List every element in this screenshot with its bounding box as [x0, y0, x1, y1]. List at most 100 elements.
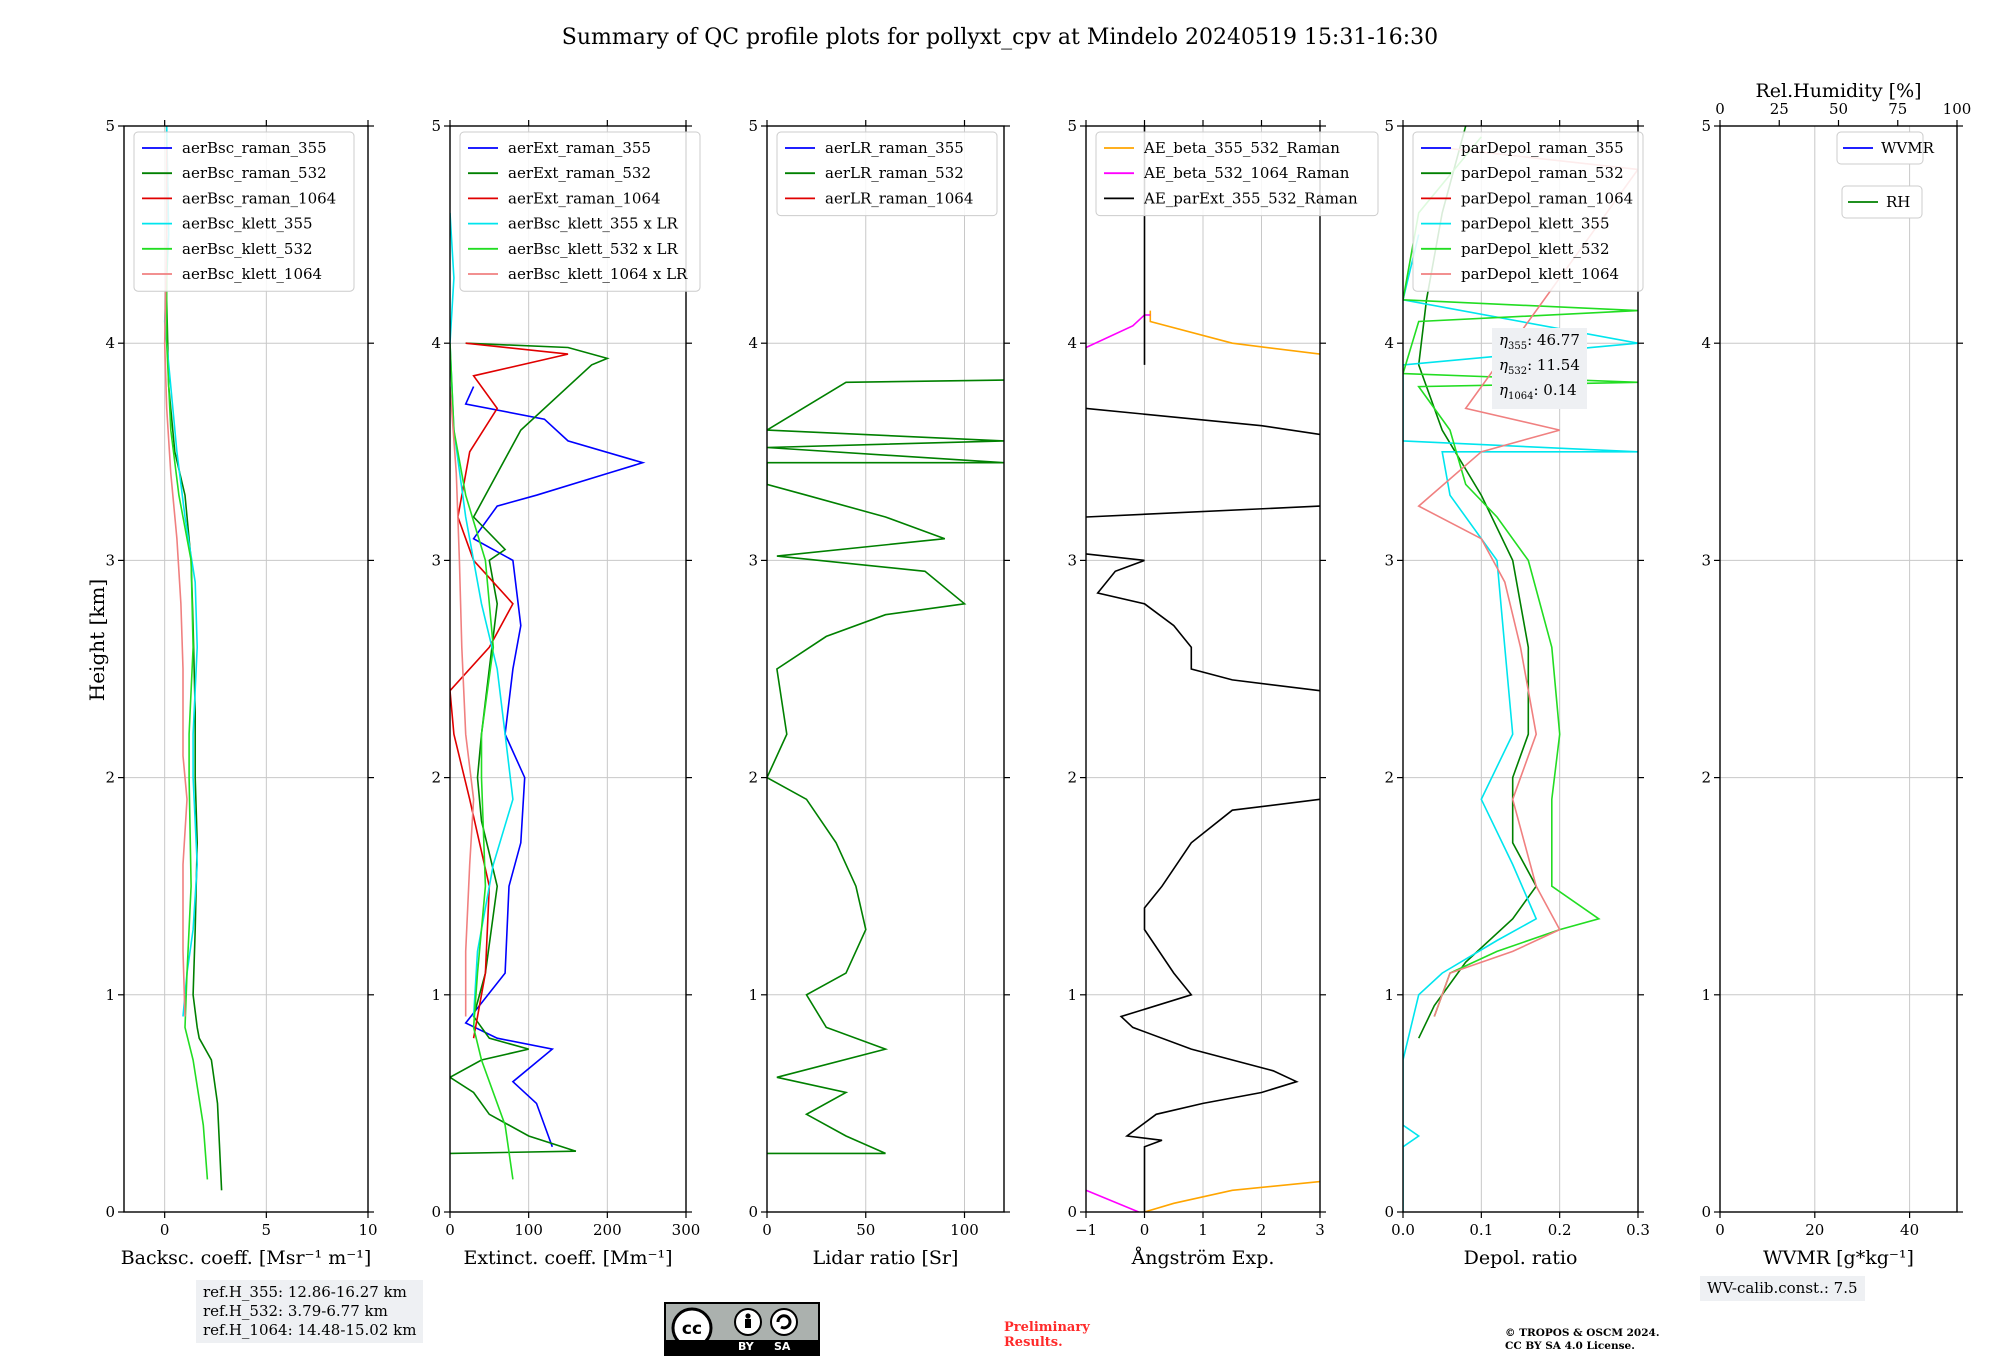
x-tick-label: 0.3: [1626, 1221, 1650, 1239]
y-tick-label: 4: [105, 334, 115, 352]
legend-label: aerBsc_klett_532 x LR: [508, 240, 679, 258]
legend-label: parDepol_klett_532: [1461, 240, 1610, 258]
series-aerBsc_klett_532 x LR: [450, 343, 514, 1180]
series-parDepol_klett_1064: [1417, 146, 1638, 1017]
legend-label: aerBsc_klett_1064 x LR: [508, 265, 688, 283]
x-tick-label: 100: [950, 1221, 979, 1239]
axes-frame: [1719, 125, 1958, 1213]
y-tick-label: 3: [431, 551, 441, 569]
legend: WVMR RH: [1836, 131, 1935, 219]
y-tick-label: 4: [1701, 334, 1711, 352]
series-aerBsc_klett_532: [165, 147, 209, 1180]
x-axis-label: Backsc. coeff. [Msr⁻¹ m⁻¹]: [121, 1247, 372, 1269]
y-tick-label: 2: [1067, 769, 1077, 787]
legend-label: aerExt_raman_355: [508, 139, 651, 157]
x-tick-label: 0.1: [1469, 1221, 1493, 1239]
y-tick-label: 2: [748, 769, 758, 787]
series-aerExt_raman_355: [464, 386, 646, 1148]
legend: aerLR_raman_355 aerLR_raman_532 aerLR_rama…: [776, 131, 998, 217]
series-group: [450, 212, 646, 1180]
refh-355: ref.H_355: 12.86-16.27 km: [203, 1283, 407, 1301]
y-tick-label: 2: [1701, 769, 1711, 787]
series-AE_parExt_355_532_Raman: [1086, 126, 1320, 1212]
legend: AE_beta_355_532_Raman AE_beta_532_1064_Ra…: [1095, 131, 1379, 217]
series-aerBsc_klett_355: [163, 126, 199, 1017]
x-tick-label: 20: [1805, 1221, 1824, 1239]
series-aerLR_raman_532: [767, 379, 1004, 1155]
x2-tick-label: 0: [1715, 100, 1725, 118]
y-tick-label: 5: [1384, 117, 1394, 135]
x-tick-label: 50: [856, 1221, 875, 1239]
y-tick-label: 3: [1067, 551, 1077, 569]
x-tick-label: 3: [1315, 1221, 1325, 1239]
preliminary-note: Preliminary Results.: [1004, 1320, 1090, 1350]
x-tick-label: 5: [262, 1221, 272, 1239]
refh-532: ref.H_532: 3.79-6.77 km: [203, 1302, 388, 1320]
legend-label: WVMR: [1881, 139, 1935, 157]
series-aerExt_raman_532: [450, 342, 610, 1155]
legend-label: aerBsc_raman_532: [182, 164, 327, 182]
y-tick-label: 0: [431, 1203, 441, 1221]
y-tick-label: 4: [748, 334, 758, 352]
y-tick-label: 0: [105, 1203, 115, 1221]
x-tick-label: 300: [672, 1221, 701, 1239]
x-tick-label: 0: [1140, 1221, 1150, 1239]
legend-label: parDepol_klett_355: [1461, 215, 1610, 233]
x-axis-label: WVMR [g*kg⁻¹]: [1763, 1247, 1914, 1269]
x2-tick-label: 100: [1943, 100, 1972, 118]
panel-depol: 0.0 0.1 0.2 0.3 0 1 2 3 4 5 Depol. ratio parDepol_r…: [1384, 117, 1649, 1269]
x-tick-label: 0.2: [1548, 1221, 1572, 1239]
copyright-note: © TROPOS & OSCM 2024. CC BY SA 4.0 Licen…: [1505, 1327, 1660, 1352]
series-group: [1086, 126, 1320, 1212]
legend-frame: [1836, 131, 1924, 165]
y-tick-label: 3: [105, 551, 115, 569]
legend-label: parDepol_raman_532: [1461, 164, 1624, 182]
series-aerExt_raman_1064: [450, 342, 569, 1039]
legend-label: aerBsc_klett_1064: [182, 265, 322, 283]
y-tick-label: 2: [105, 769, 115, 787]
wv-calib-const: WV-calib.const.: 7.5: [1707, 1279, 1858, 1297]
x-axis-label: Ångström Exp.: [1131, 1247, 1275, 1269]
x-tick-label: 0: [160, 1221, 170, 1239]
legend-label: parDepol_raman_1064: [1461, 189, 1633, 207]
x-tick-label: −1: [1075, 1221, 1097, 1239]
y-tick-label: 1: [105, 986, 115, 1004]
legend: aerBsc_raman_355 aerBsc_raman_532 aerBsc_r…: [133, 131, 355, 292]
figure-title: Summary of QC profile plots for pollyxt_…: [562, 25, 1438, 50]
series-group: [767, 379, 1004, 1155]
series-group: [1403, 126, 1638, 1212]
series-group: [163, 126, 223, 1191]
y-tick-label: 5: [1067, 117, 1077, 135]
legend-frame: [459, 131, 701, 292]
x-axis-label: Depol. ratio: [1464, 1247, 1578, 1269]
y-tick-label: 3: [1384, 551, 1394, 569]
y-tick-label: 5: [1701, 117, 1711, 135]
series-aerBsc_klett_1064: [163, 147, 188, 1017]
y-tick-label: 4: [1067, 334, 1077, 352]
sa-share-icon: [770, 1308, 798, 1336]
x-tick-label: 0: [762, 1221, 772, 1239]
y-tick-label: 1: [431, 986, 441, 1004]
legend-label: aerExt_raman_1064: [508, 189, 661, 207]
legend-frame: [776, 131, 998, 217]
eta-1064: η1064: 0.14: [1499, 381, 1577, 402]
y-tick-label: 5: [748, 117, 758, 135]
wv-calib-box: WV-calib.const.: 7.5: [1700, 1276, 1865, 1301]
x2-tick-label: 50: [1829, 100, 1848, 118]
legend-frame: [1095, 131, 1379, 217]
series-parDepol_klett_355: [1403, 234, 1638, 1212]
x-tick-label: 100: [514, 1221, 543, 1239]
cc-icons: cc: [671, 1307, 798, 1349]
panel-bsc: 0 5 10 0 1 2 3 4 5 Backsc. coeff. [Msr⁻¹ m⁻¹] aerB…: [105, 117, 377, 1269]
legend-label: aerExt_raman_532: [508, 164, 651, 182]
y-tick-label: 3: [1701, 551, 1711, 569]
y-tick-label: 5: [105, 117, 115, 135]
x-tick-label: 2: [1257, 1221, 1267, 1239]
axes-frame: [123, 125, 369, 1213]
legend-label: RH: [1886, 193, 1910, 211]
x2-tick-label: 25: [1770, 100, 1789, 118]
x-tick-label: 10: [358, 1221, 377, 1239]
